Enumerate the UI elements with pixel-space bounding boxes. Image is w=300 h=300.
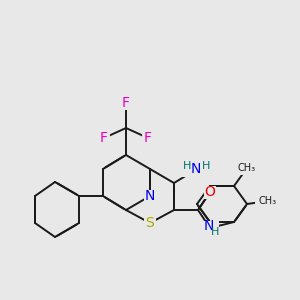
FancyBboxPatch shape bbox=[144, 217, 156, 230]
FancyBboxPatch shape bbox=[204, 185, 216, 199]
Text: S: S bbox=[146, 216, 154, 230]
Text: O: O bbox=[205, 185, 215, 199]
FancyBboxPatch shape bbox=[144, 190, 156, 202]
Text: H: H bbox=[211, 227, 219, 237]
Text: CH₃: CH₃ bbox=[238, 163, 256, 173]
FancyBboxPatch shape bbox=[179, 161, 214, 177]
Text: F: F bbox=[122, 96, 130, 110]
Text: F: F bbox=[100, 131, 108, 145]
Text: N: N bbox=[204, 219, 214, 233]
Text: H: H bbox=[183, 161, 191, 171]
Text: H: H bbox=[202, 161, 210, 171]
FancyBboxPatch shape bbox=[142, 131, 154, 145]
Text: CH₃: CH₃ bbox=[259, 196, 277, 206]
Text: N: N bbox=[145, 189, 155, 203]
FancyBboxPatch shape bbox=[98, 131, 110, 145]
FancyBboxPatch shape bbox=[120, 97, 132, 110]
FancyBboxPatch shape bbox=[255, 194, 281, 208]
Text: N: N bbox=[191, 162, 201, 176]
FancyBboxPatch shape bbox=[234, 161, 260, 175]
FancyBboxPatch shape bbox=[201, 220, 219, 236]
Text: F: F bbox=[144, 131, 152, 145]
